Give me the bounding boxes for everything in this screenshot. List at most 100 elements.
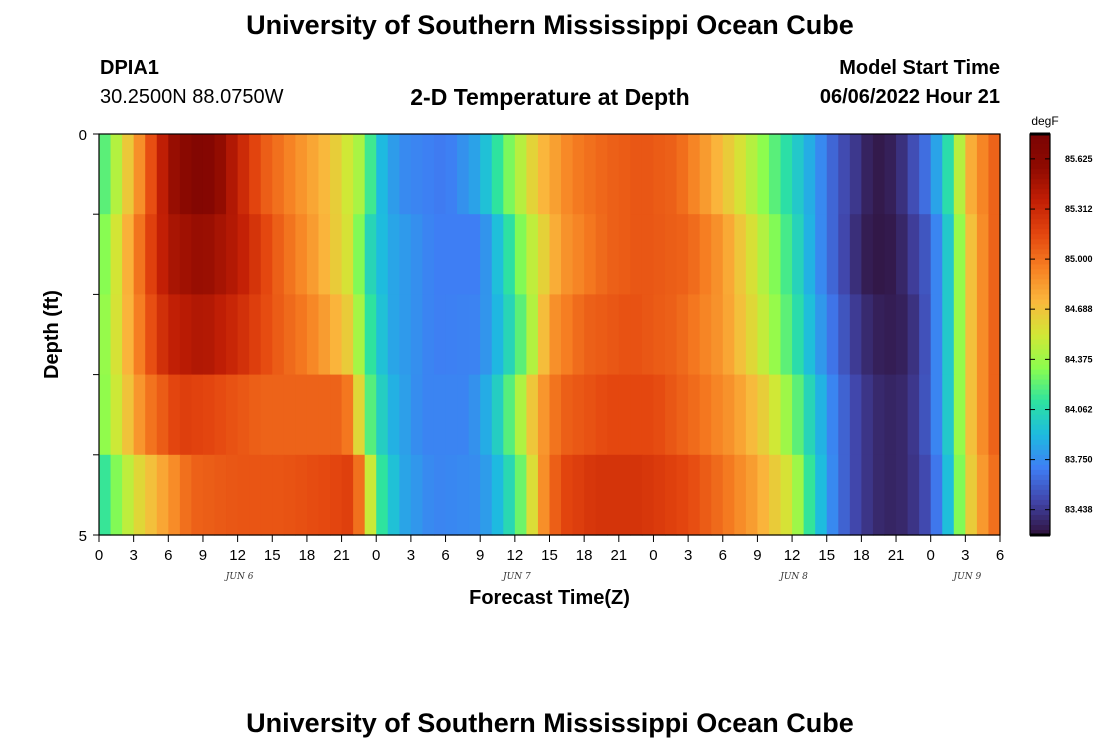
heatmap-cell <box>353 454 366 536</box>
heatmap-cell <box>387 134 400 215</box>
heatmap-cell <box>410 134 424 215</box>
heatmap-cell <box>122 374 135 456</box>
heatmap-cell <box>734 134 747 215</box>
heatmap-cell <box>711 454 724 536</box>
heatmap-cell <box>480 454 493 536</box>
heatmap-cell <box>757 214 770 295</box>
colorbar-unit-label: degF <box>1031 114 1058 128</box>
colorbar-segment <box>1030 354 1050 361</box>
colorbar-segment <box>1030 349 1050 356</box>
heatmap-cell <box>537 374 551 456</box>
heatmap-cell <box>861 374 874 456</box>
heatmap-cell <box>537 134 551 215</box>
heatmap-cell <box>641 134 655 215</box>
heatmap-cell <box>295 134 308 215</box>
heatmap-cell <box>838 454 851 536</box>
colorbar-segment <box>1030 194 1050 200</box>
colorbar-segment <box>1030 139 1050 145</box>
heatmap-cell <box>249 294 262 376</box>
x-tick-label: 9 <box>753 547 761 564</box>
heatmap-cell <box>283 454 296 536</box>
heatmap-cell <box>549 214 562 295</box>
heatmap-cell <box>919 454 932 536</box>
heatmap-cell <box>433 454 447 536</box>
heatmap-cell <box>318 294 331 376</box>
colorbar-segment <box>1030 284 1050 290</box>
heatmap-cell <box>884 454 897 536</box>
colorbar-segment <box>1030 439 1050 446</box>
colorbar-segment <box>1030 249 1050 255</box>
heatmap-cell <box>838 134 851 215</box>
heatmap-cell <box>953 214 966 295</box>
colorbar-segment <box>1030 429 1050 436</box>
heatmap-cell <box>237 374 250 456</box>
heatmap-cell <box>861 294 874 376</box>
colorbar-segment <box>1030 259 1050 265</box>
heatmap-cell <box>110 374 123 456</box>
heatmap-cell <box>965 294 978 376</box>
heatmap-cell <box>561 214 574 295</box>
heatmap-cell <box>988 134 1001 215</box>
heatmap-cell <box>953 134 966 215</box>
x-tick-label: 0 <box>927 547 935 564</box>
colorbar-segment <box>1030 509 1050 516</box>
colorbar-segment <box>1030 409 1050 416</box>
heatmap-cell <box>283 134 296 215</box>
heatmap-cell <box>445 134 458 215</box>
colorbar-tick-label: 83.750 <box>1065 455 1093 465</box>
heatmap-cell <box>237 294 250 376</box>
colorbar-segment <box>1030 414 1050 421</box>
heatmap-cell <box>930 374 943 456</box>
heatmap-cell <box>549 294 562 376</box>
colorbar-segment <box>1030 339 1050 346</box>
heatmap-cell <box>226 134 239 215</box>
heatmap-cell <box>630 294 643 376</box>
heatmap-cell <box>341 294 354 376</box>
heatmap-cell <box>872 374 886 456</box>
y-tick-label: 0 <box>79 127 87 144</box>
heatmap-cell <box>457 454 470 536</box>
day-label: JUN 8 <box>778 572 808 582</box>
heatmap-cell <box>896 134 909 215</box>
heatmap-cell <box>526 134 539 215</box>
heatmap-cell <box>168 214 181 295</box>
heatmap-cell <box>364 294 377 376</box>
heatmap-cell <box>133 134 146 215</box>
station-id: DPIA1 <box>100 57 159 79</box>
heatmap-cell <box>283 294 296 376</box>
heatmap-cell <box>145 374 158 456</box>
heatmap-cell <box>607 134 620 215</box>
heatmap-cell <box>445 374 458 456</box>
heatmap-cell <box>214 214 227 295</box>
heatmap-cell <box>133 294 146 376</box>
colorbar-segment <box>1030 254 1050 260</box>
heatmap-cell <box>526 294 539 376</box>
heatmap-cell <box>919 294 932 376</box>
heatmap-cell <box>665 294 678 376</box>
heatmap-cell <box>734 374 747 456</box>
colorbar-segment <box>1030 224 1050 230</box>
heatmap-cell <box>364 134 377 215</box>
heatmap-cell <box>561 134 574 215</box>
heatmap-cell <box>780 214 793 295</box>
heatmap-cell <box>896 374 909 456</box>
heatmap-cell <box>872 214 886 295</box>
heatmap-cell <box>341 134 354 215</box>
heatmap-cell <box>826 294 839 376</box>
colorbar-segment <box>1030 314 1050 321</box>
heatmap-cell <box>803 294 816 376</box>
heatmap-cell <box>561 374 574 456</box>
heatmap-cell <box>202 294 216 376</box>
heatmap-cell <box>214 374 227 456</box>
day-label: JUN 7 <box>501 572 531 582</box>
colorbar-segment <box>1030 364 1050 371</box>
heatmap-cell <box>179 134 193 215</box>
heatmap-cell <box>156 294 169 376</box>
x-tick-label: 18 <box>576 547 593 564</box>
x-tick-label: 0 <box>372 547 380 564</box>
heatmap-cell <box>942 294 955 376</box>
colorbar-tick-label: 83.438 <box>1065 505 1093 515</box>
heatmap-cell <box>665 214 678 295</box>
heatmap-cell <box>330 454 343 536</box>
heatmap-cell <box>734 294 747 376</box>
